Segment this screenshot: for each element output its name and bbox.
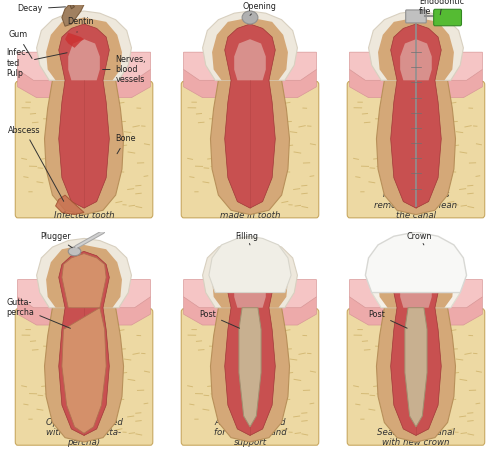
Text: A pos is inserted
for structure and
support: A pos is inserted for structure and supp…	[214, 418, 286, 448]
Text: Filling: Filling	[235, 232, 258, 245]
Polygon shape	[184, 52, 316, 80]
Polygon shape	[184, 297, 316, 325]
Text: Opening: Opening	[242, 2, 276, 15]
Polygon shape	[210, 308, 290, 442]
Text: Infected pulp is
removed and clean
the canal: Infected pulp is removed and clean the c…	[374, 190, 458, 220]
FancyBboxPatch shape	[347, 82, 484, 218]
Polygon shape	[18, 297, 150, 325]
Polygon shape	[44, 308, 124, 442]
Polygon shape	[212, 245, 288, 308]
Polygon shape	[68, 266, 100, 308]
Polygon shape	[62, 254, 106, 434]
Ellipse shape	[242, 11, 258, 24]
Polygon shape	[368, 238, 464, 308]
Polygon shape	[350, 297, 482, 325]
Ellipse shape	[68, 247, 81, 256]
FancyBboxPatch shape	[16, 82, 153, 218]
FancyBboxPatch shape	[181, 309, 319, 445]
Polygon shape	[378, 18, 454, 80]
Polygon shape	[376, 80, 456, 215]
Polygon shape	[62, 0, 84, 26]
Polygon shape	[400, 266, 432, 308]
Text: Abscess: Abscess	[8, 125, 64, 201]
Polygon shape	[390, 251, 442, 435]
Text: Sealing root canal
with new crown: Sealing root canal with new crown	[377, 428, 455, 448]
Text: Opening
made in tooth: Opening made in tooth	[220, 201, 280, 220]
FancyBboxPatch shape	[434, 10, 462, 26]
Polygon shape	[390, 24, 442, 208]
Polygon shape	[209, 236, 291, 293]
Polygon shape	[224, 251, 276, 435]
Polygon shape	[46, 18, 122, 80]
Polygon shape	[234, 39, 266, 80]
Polygon shape	[350, 52, 482, 80]
Polygon shape	[202, 11, 298, 80]
Polygon shape	[184, 280, 316, 308]
Text: Post: Post	[368, 310, 407, 328]
Text: Gutta-
percha: Gutta- percha	[6, 298, 70, 328]
Polygon shape	[18, 280, 150, 308]
Polygon shape	[234, 266, 266, 308]
Polygon shape	[378, 245, 454, 308]
Polygon shape	[210, 80, 290, 215]
FancyBboxPatch shape	[16, 309, 153, 445]
Polygon shape	[65, 0, 74, 9]
Text: Nerves,
blood
vessels: Nerves, blood vessels	[102, 55, 146, 84]
Polygon shape	[400, 39, 432, 80]
Polygon shape	[184, 69, 316, 98]
Polygon shape	[58, 24, 110, 208]
Polygon shape	[44, 80, 124, 215]
Text: Bone: Bone	[116, 134, 136, 154]
Polygon shape	[65, 33, 84, 48]
Polygon shape	[224, 24, 276, 208]
Text: Infected tooth: Infected tooth	[54, 211, 114, 220]
FancyBboxPatch shape	[181, 82, 319, 218]
Text: Plugger: Plugger	[40, 232, 72, 248]
Polygon shape	[405, 308, 427, 427]
Polygon shape	[68, 39, 100, 80]
Text: Decay: Decay	[18, 5, 66, 13]
Polygon shape	[18, 52, 150, 80]
Text: Crown: Crown	[406, 232, 432, 245]
FancyBboxPatch shape	[406, 10, 426, 23]
Text: Endodontic
file: Endodontic file	[419, 0, 465, 16]
Text: Post: Post	[200, 310, 239, 328]
FancyBboxPatch shape	[347, 309, 484, 445]
Polygon shape	[376, 308, 456, 442]
Polygon shape	[239, 308, 261, 427]
Polygon shape	[58, 251, 110, 435]
Text: Gum: Gum	[8, 30, 32, 58]
Polygon shape	[36, 238, 132, 308]
Polygon shape	[368, 11, 464, 80]
Polygon shape	[36, 11, 132, 80]
Polygon shape	[46, 245, 122, 308]
Polygon shape	[350, 69, 482, 98]
Polygon shape	[366, 232, 466, 293]
Text: Opening is sealed
with filling(Gutta-
percha): Opening is sealed with filling(Gutta- pe…	[46, 418, 122, 448]
Text: Infec-
ted
Pulp: Infec- ted Pulp	[6, 48, 67, 78]
Polygon shape	[350, 280, 482, 308]
Polygon shape	[212, 18, 288, 80]
Polygon shape	[18, 69, 150, 98]
Polygon shape	[56, 195, 84, 215]
Text: Dentin: Dentin	[67, 17, 94, 32]
Polygon shape	[202, 238, 298, 308]
